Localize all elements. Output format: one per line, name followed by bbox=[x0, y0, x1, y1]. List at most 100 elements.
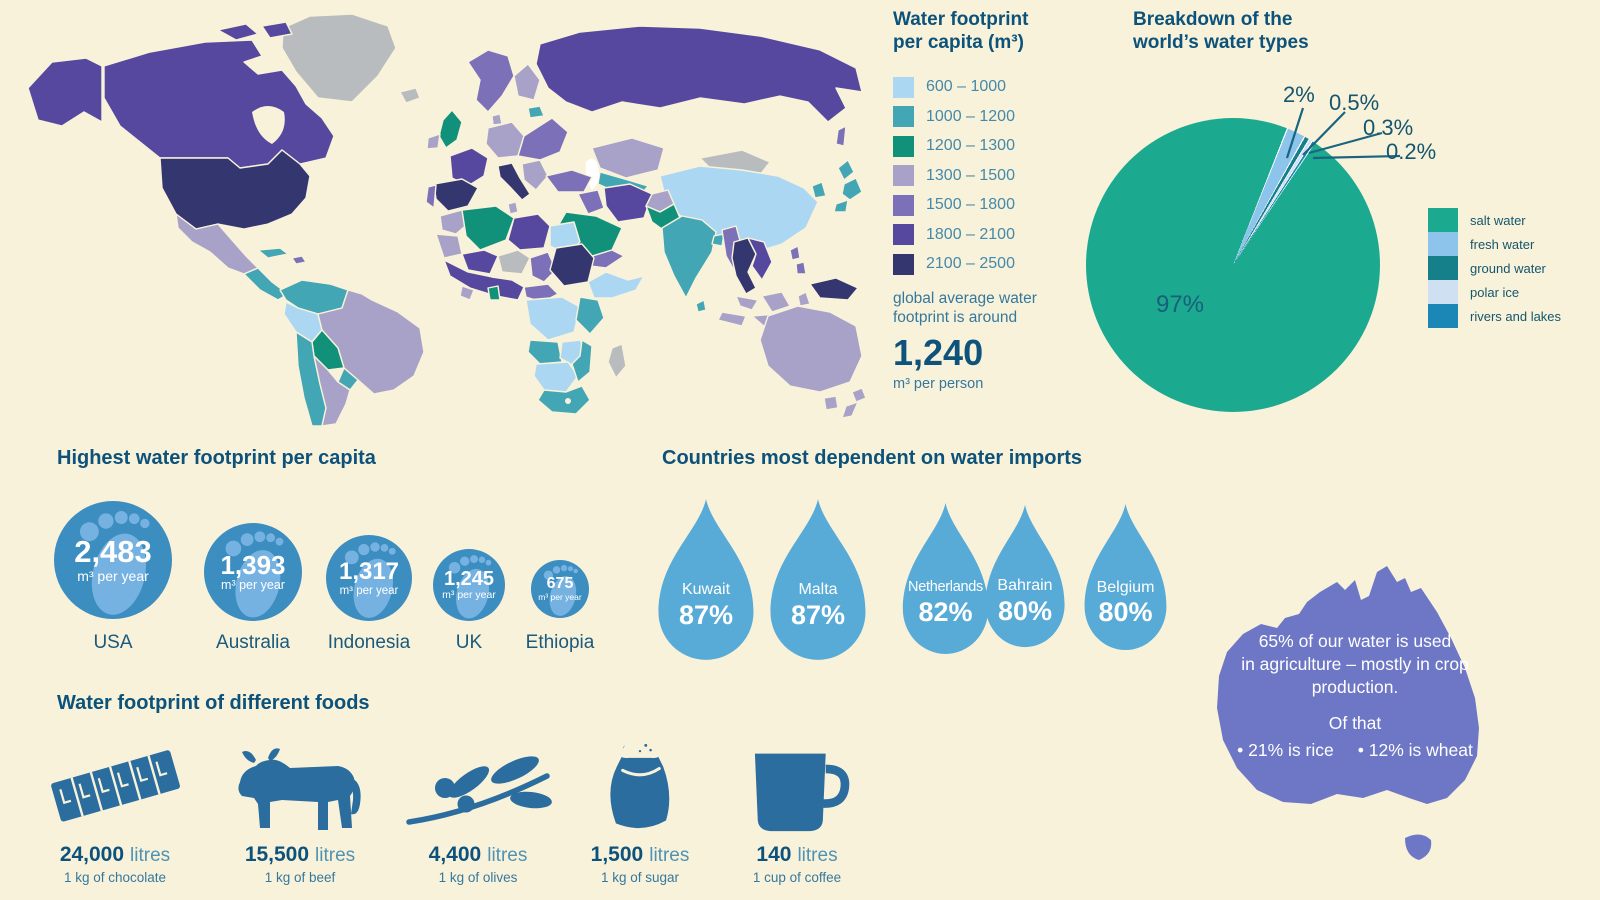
food-value-row: 140 litres bbox=[756, 843, 837, 867]
legend-row: 1300 – 1500 bbox=[893, 161, 1123, 191]
footprint-circle-ethiopia: 675 m³ per year bbox=[531, 560, 589, 618]
drop-country: Bahrain bbox=[997, 577, 1053, 595]
pie-chart bbox=[1086, 118, 1380, 412]
pie-legend-row: salt water bbox=[1428, 208, 1561, 232]
drop-percent: 80% bbox=[997, 596, 1053, 627]
footprint-icon bbox=[225, 531, 284, 618]
food-unit: litres bbox=[315, 845, 356, 866]
pie-label-ground-water: 0.5% bbox=[1329, 90, 1380, 115]
food-unit: litres bbox=[487, 845, 528, 866]
footprint-circle-indonesia: 1,317 m³ per year bbox=[326, 535, 412, 621]
footprint-value: 2,483 bbox=[74, 534, 152, 570]
water-drop-icon bbox=[658, 499, 754, 660]
pie-label-polar-ice: 0.3% bbox=[1363, 115, 1414, 140]
australia-line: 65% of our water is used bbox=[1258, 631, 1452, 651]
map-region-europe bbox=[425, 49, 569, 212]
map-legend: Water footprint per capita (m³) 600 – 10… bbox=[893, 8, 1123, 392]
drop-text: Belgium 80% bbox=[1079, 579, 1172, 628]
food-unit: litres bbox=[130, 845, 171, 866]
footprint-country-label: Ethiopia bbox=[525, 632, 595, 653]
footprint-value-block: 1,245 m³ per year bbox=[433, 549, 505, 621]
map-legend-rows: 600 – 1000 1000 – 1200 1200 – 1300 1300 … bbox=[893, 72, 1123, 279]
food-value: 140 bbox=[756, 843, 792, 866]
legend-row: 1800 – 2100 bbox=[893, 220, 1123, 250]
drop-text: Bahrain 80% bbox=[980, 577, 1070, 626]
footprints-title: Highest water footprint per capita bbox=[57, 447, 376, 469]
footprint-country-label: UK bbox=[455, 632, 483, 653]
footprint-country-label: USA bbox=[93, 632, 133, 653]
map-region-north-america bbox=[27, 21, 335, 301]
water-drop-icon bbox=[770, 499, 866, 660]
pie-legend-swatch-icon bbox=[1428, 256, 1458, 280]
legend-swatch-icon bbox=[893, 135, 914, 157]
footprint-circle-australia: 1,393 m³ per year bbox=[204, 523, 302, 621]
foods-title: Water footprint of different foods bbox=[57, 692, 370, 714]
food-value: 24,000 bbox=[59, 843, 125, 866]
coffee-mug-icon bbox=[737, 726, 857, 834]
drop-country: Malta bbox=[798, 581, 838, 599]
legend-row: 1200 – 1300 bbox=[893, 131, 1123, 161]
pie-title: Breakdown of the world’s water types bbox=[1133, 9, 1309, 54]
footprint-value: 1,245 bbox=[443, 567, 495, 590]
australia-line: production. bbox=[1311, 676, 1399, 697]
imports-title: Countries most dependent on water import… bbox=[662, 447, 1083, 469]
water-drop-icon bbox=[1084, 503, 1167, 651]
water-drop-malta: Malta 87% bbox=[764, 497, 872, 662]
footprint-icon bbox=[448, 555, 492, 619]
pie-legend-label: polar ice bbox=[1470, 284, 1520, 300]
legend-range: 1200 – 1300 bbox=[926, 137, 1015, 155]
legend-swatch-icon bbox=[893, 224, 914, 246]
global-average-value: 1,240 bbox=[893, 331, 984, 373]
legend-row: 2100 – 2500 bbox=[893, 249, 1123, 279]
legend-range: 1300 – 1500 bbox=[926, 166, 1015, 184]
legend-range: 1800 – 2100 bbox=[926, 225, 1015, 243]
water-drop-icon bbox=[902, 503, 989, 654]
food-caption: 1 cup of coffee bbox=[752, 870, 842, 885]
legend-range: 1500 – 1800 bbox=[926, 196, 1015, 214]
food-caption: 1 kg of chocolate bbox=[63, 870, 167, 885]
food-value-row: 15,500 litres bbox=[245, 843, 355, 867]
australia-fact-text: 65% of our water is used in agriculture … bbox=[1195, 630, 1515, 762]
world-map bbox=[27, 13, 867, 427]
pie-label-fresh-water: 2% bbox=[1283, 82, 1315, 107]
pie-legend-row: polar ice bbox=[1428, 280, 1561, 304]
drop-percent: 80% bbox=[1098, 597, 1153, 628]
legend-row: 1000 – 1200 bbox=[893, 102, 1123, 132]
footprint-value-block: 1,317 m³ per year bbox=[326, 535, 412, 621]
footprint-value-block: 1,393 m³ per year bbox=[204, 523, 302, 621]
footprint-unit: m³ per year bbox=[538, 591, 582, 602]
map-legend-title: Water footprint per capita (m³) bbox=[893, 9, 1029, 54]
legend-row: 1500 – 1800 bbox=[893, 190, 1123, 220]
footprint-circle-usa: 2,483 m³ per year bbox=[54, 501, 172, 619]
pie-label-salt-water: 97% bbox=[1155, 291, 1205, 318]
australia-bullet: • 21% is rice bbox=[1237, 740, 1334, 760]
global-average-note: global average water footprint is around bbox=[893, 289, 1037, 327]
pie-legend-row: fresh water bbox=[1428, 232, 1561, 256]
drop-percent: 82% bbox=[918, 596, 973, 627]
sugar-sack-icon bbox=[590, 726, 690, 834]
legend-swatch-icon bbox=[893, 165, 914, 187]
legend-swatch-icon bbox=[893, 76, 914, 98]
footprint-value: 1,317 bbox=[338, 558, 400, 586]
food-caption: 1 kg of sugar bbox=[600, 870, 680, 885]
pie-legend-row: rivers and lakes bbox=[1428, 304, 1561, 328]
cow-icon bbox=[230, 726, 370, 834]
pie-label-rivers-lakes: 0.2% bbox=[1386, 139, 1437, 164]
food-item-olives: 4,400 litres 1 kg of olives bbox=[388, 726, 568, 885]
drop-text: Malta 87% bbox=[764, 581, 872, 630]
footprint-country-label: Australia bbox=[216, 632, 290, 653]
pie-legend: salt water fresh water ground water pola… bbox=[1428, 208, 1561, 328]
water-drop-netherlands: Netherlands 82% bbox=[897, 501, 994, 656]
footprint-icon bbox=[344, 542, 396, 618]
olive-branch-icon bbox=[403, 726, 553, 834]
legend-range: 2100 – 2500 bbox=[926, 255, 1015, 273]
food-value: 4,400 bbox=[428, 843, 482, 866]
footprint-circle-uk: 1,245 m³ per year bbox=[433, 549, 505, 621]
australia-bullet: • 12% is wheat bbox=[1357, 740, 1473, 760]
pie-callout-lines bbox=[1285, 107, 1401, 160]
water-drop-icon bbox=[985, 504, 1065, 648]
pie-legend-label: rivers and lakes bbox=[1470, 308, 1562, 324]
map-region-oceania bbox=[759, 277, 867, 419]
drop-percent: 87% bbox=[790, 599, 846, 630]
global-average-unit: m³ per person bbox=[893, 375, 984, 392]
